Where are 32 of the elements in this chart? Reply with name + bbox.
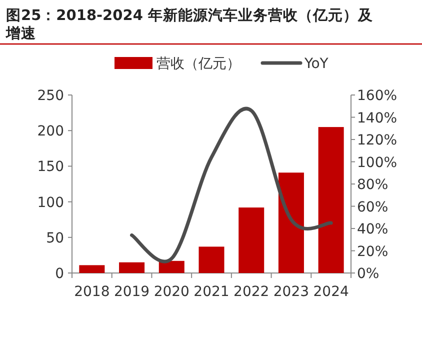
- x-tick-label: 2018: [74, 284, 110, 300]
- x-tick-label: 2023: [273, 284, 310, 300]
- x-tick-label: 2019: [114, 284, 150, 300]
- y2-tick-label: 40%: [357, 222, 388, 238]
- bar: [79, 265, 105, 273]
- bar: [198, 246, 224, 273]
- legend-label: 营收（亿元）: [156, 56, 240, 72]
- y2-tick-label: 80%: [357, 177, 388, 193]
- bar: [119, 262, 145, 273]
- x-tick-label: 2021: [194, 284, 230, 300]
- x-tick-label: 2020: [154, 284, 190, 300]
- y2-tick-label: 120%: [357, 132, 398, 148]
- y2-tick-label: 100%: [357, 154, 398, 171]
- chart-title: 图25：2018-2024 年新能源汽车业务营收（亿元）及增速: [5, 6, 373, 42]
- y2-tick-label: 0%: [357, 266, 380, 282]
- bar: [238, 207, 264, 273]
- y-tick-label: 100: [37, 194, 64, 211]
- bar: [158, 260, 184, 273]
- y-tick-label: 0: [55, 266, 64, 282]
- x-tick-label: 2022: [234, 284, 270, 300]
- bar: [318, 127, 344, 273]
- y2-tick-label: 20%: [357, 244, 388, 260]
- y-tick-label: 150: [37, 159, 64, 176]
- y-tick-label: 250: [37, 88, 64, 104]
- y2-tick-label: 140%: [357, 110, 398, 126]
- y2-tick-label: 60%: [357, 199, 388, 216]
- y2-tick-label: 160%: [357, 88, 398, 104]
- y-tick-label: 50: [46, 230, 64, 246]
- x-tick-label: 2024: [313, 284, 349, 300]
- y-tick-label: 200: [37, 124, 64, 140]
- bar: [278, 172, 304, 273]
- legend-label: YoY: [304, 56, 329, 72]
